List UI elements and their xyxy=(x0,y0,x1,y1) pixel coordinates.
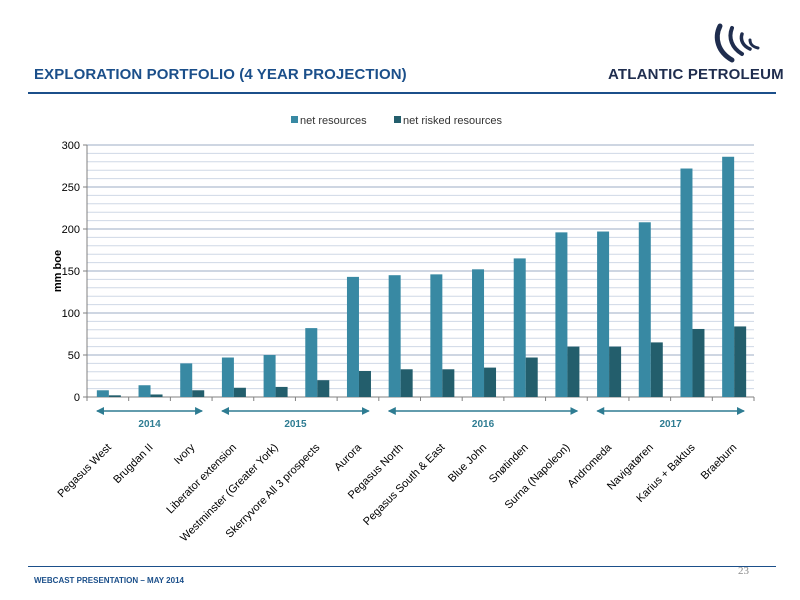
category-label: Aurora xyxy=(332,441,364,473)
category-label: Liberator extension xyxy=(164,442,239,517)
bar-net-resources xyxy=(722,156,735,397)
y-tick-label: 300 xyxy=(62,140,80,152)
legend-label: net risked resources xyxy=(403,115,503,127)
bar-net-resources xyxy=(305,328,318,397)
category-label: Pegasus West xyxy=(55,442,114,501)
y-tick-label: 250 xyxy=(62,182,80,194)
company-logo-text: ATLANTIC PETROLEUM xyxy=(608,66,784,83)
bar-net-risked-resources xyxy=(400,369,413,397)
bar-net-risked-resources xyxy=(192,390,205,397)
bar-net-resources xyxy=(680,168,693,397)
category-label: Snøtinden xyxy=(487,442,531,486)
bar-net-resources xyxy=(138,385,151,397)
bar-net-risked-resources xyxy=(650,342,663,397)
bar-net-risked-resources xyxy=(233,387,246,397)
period-label: 2015 xyxy=(284,419,307,430)
category-label: Braeburn xyxy=(699,442,739,482)
y-tick-label: 100 xyxy=(62,308,80,320)
bar-net-risked-resources xyxy=(108,395,121,397)
category-label: Pegasus South & East xyxy=(361,442,447,528)
bar-net-risked-resources xyxy=(150,394,163,397)
bar-net-resources xyxy=(180,363,193,397)
bar-net-resources xyxy=(263,355,276,397)
page-number: 23 xyxy=(738,565,749,577)
page-title: EXPLORATION PORTFOLIO (4 YEAR PROJECTION… xyxy=(34,66,407,83)
bar-net-resources xyxy=(597,231,610,397)
header-divider xyxy=(28,92,776,94)
legend-swatch xyxy=(291,116,298,123)
bar-net-resources xyxy=(472,269,485,397)
bar-net-resources xyxy=(513,258,526,397)
footer-divider xyxy=(28,566,776,567)
bar-chart: 0 50 100 150 200 250 300 mm boe Pegasus WestBrug… xyxy=(52,115,755,544)
bar-net-risked-resources xyxy=(692,328,705,397)
bar-net-risked-resources xyxy=(358,370,371,397)
period-label: 2017 xyxy=(660,419,683,430)
bar-net-resources xyxy=(388,275,401,397)
category-label: Ivory xyxy=(172,441,198,467)
bar-net-risked-resources xyxy=(484,367,497,397)
bar-net-risked-resources xyxy=(525,357,538,397)
y-tick-label: 150 xyxy=(62,266,80,278)
bar-net-risked-resources xyxy=(442,369,455,397)
footer-text: WEBCAST PRESENTATION – MAY 2014 xyxy=(34,576,184,585)
bar-net-risked-resources xyxy=(275,386,288,397)
y-tick-label: 0 xyxy=(74,392,80,404)
period-label: 2016 xyxy=(472,419,495,430)
bar-net-resources xyxy=(346,276,359,397)
y-axis-label: mm boe xyxy=(52,250,64,292)
bar-net-resources xyxy=(555,232,568,397)
bar-net-resources xyxy=(96,390,109,397)
y-tick-label: 50 xyxy=(68,350,80,362)
bar-net-risked-resources xyxy=(317,380,330,397)
legend-label: net resources xyxy=(300,115,367,127)
bar-net-risked-resources xyxy=(567,346,580,397)
bar-net-risked-resources xyxy=(609,346,622,397)
category-label: Blue John xyxy=(446,442,489,485)
company-logo-icon xyxy=(712,16,772,69)
category-label: Brugdan II xyxy=(111,442,155,486)
y-tick-label: 200 xyxy=(62,224,80,236)
bar-net-resources xyxy=(221,357,234,397)
bar-net-risked-resources xyxy=(734,326,747,397)
legend-swatch xyxy=(394,116,401,123)
period-label: 2014 xyxy=(138,419,161,430)
bar-net-resources xyxy=(638,222,651,397)
bar-net-resources xyxy=(430,274,443,397)
